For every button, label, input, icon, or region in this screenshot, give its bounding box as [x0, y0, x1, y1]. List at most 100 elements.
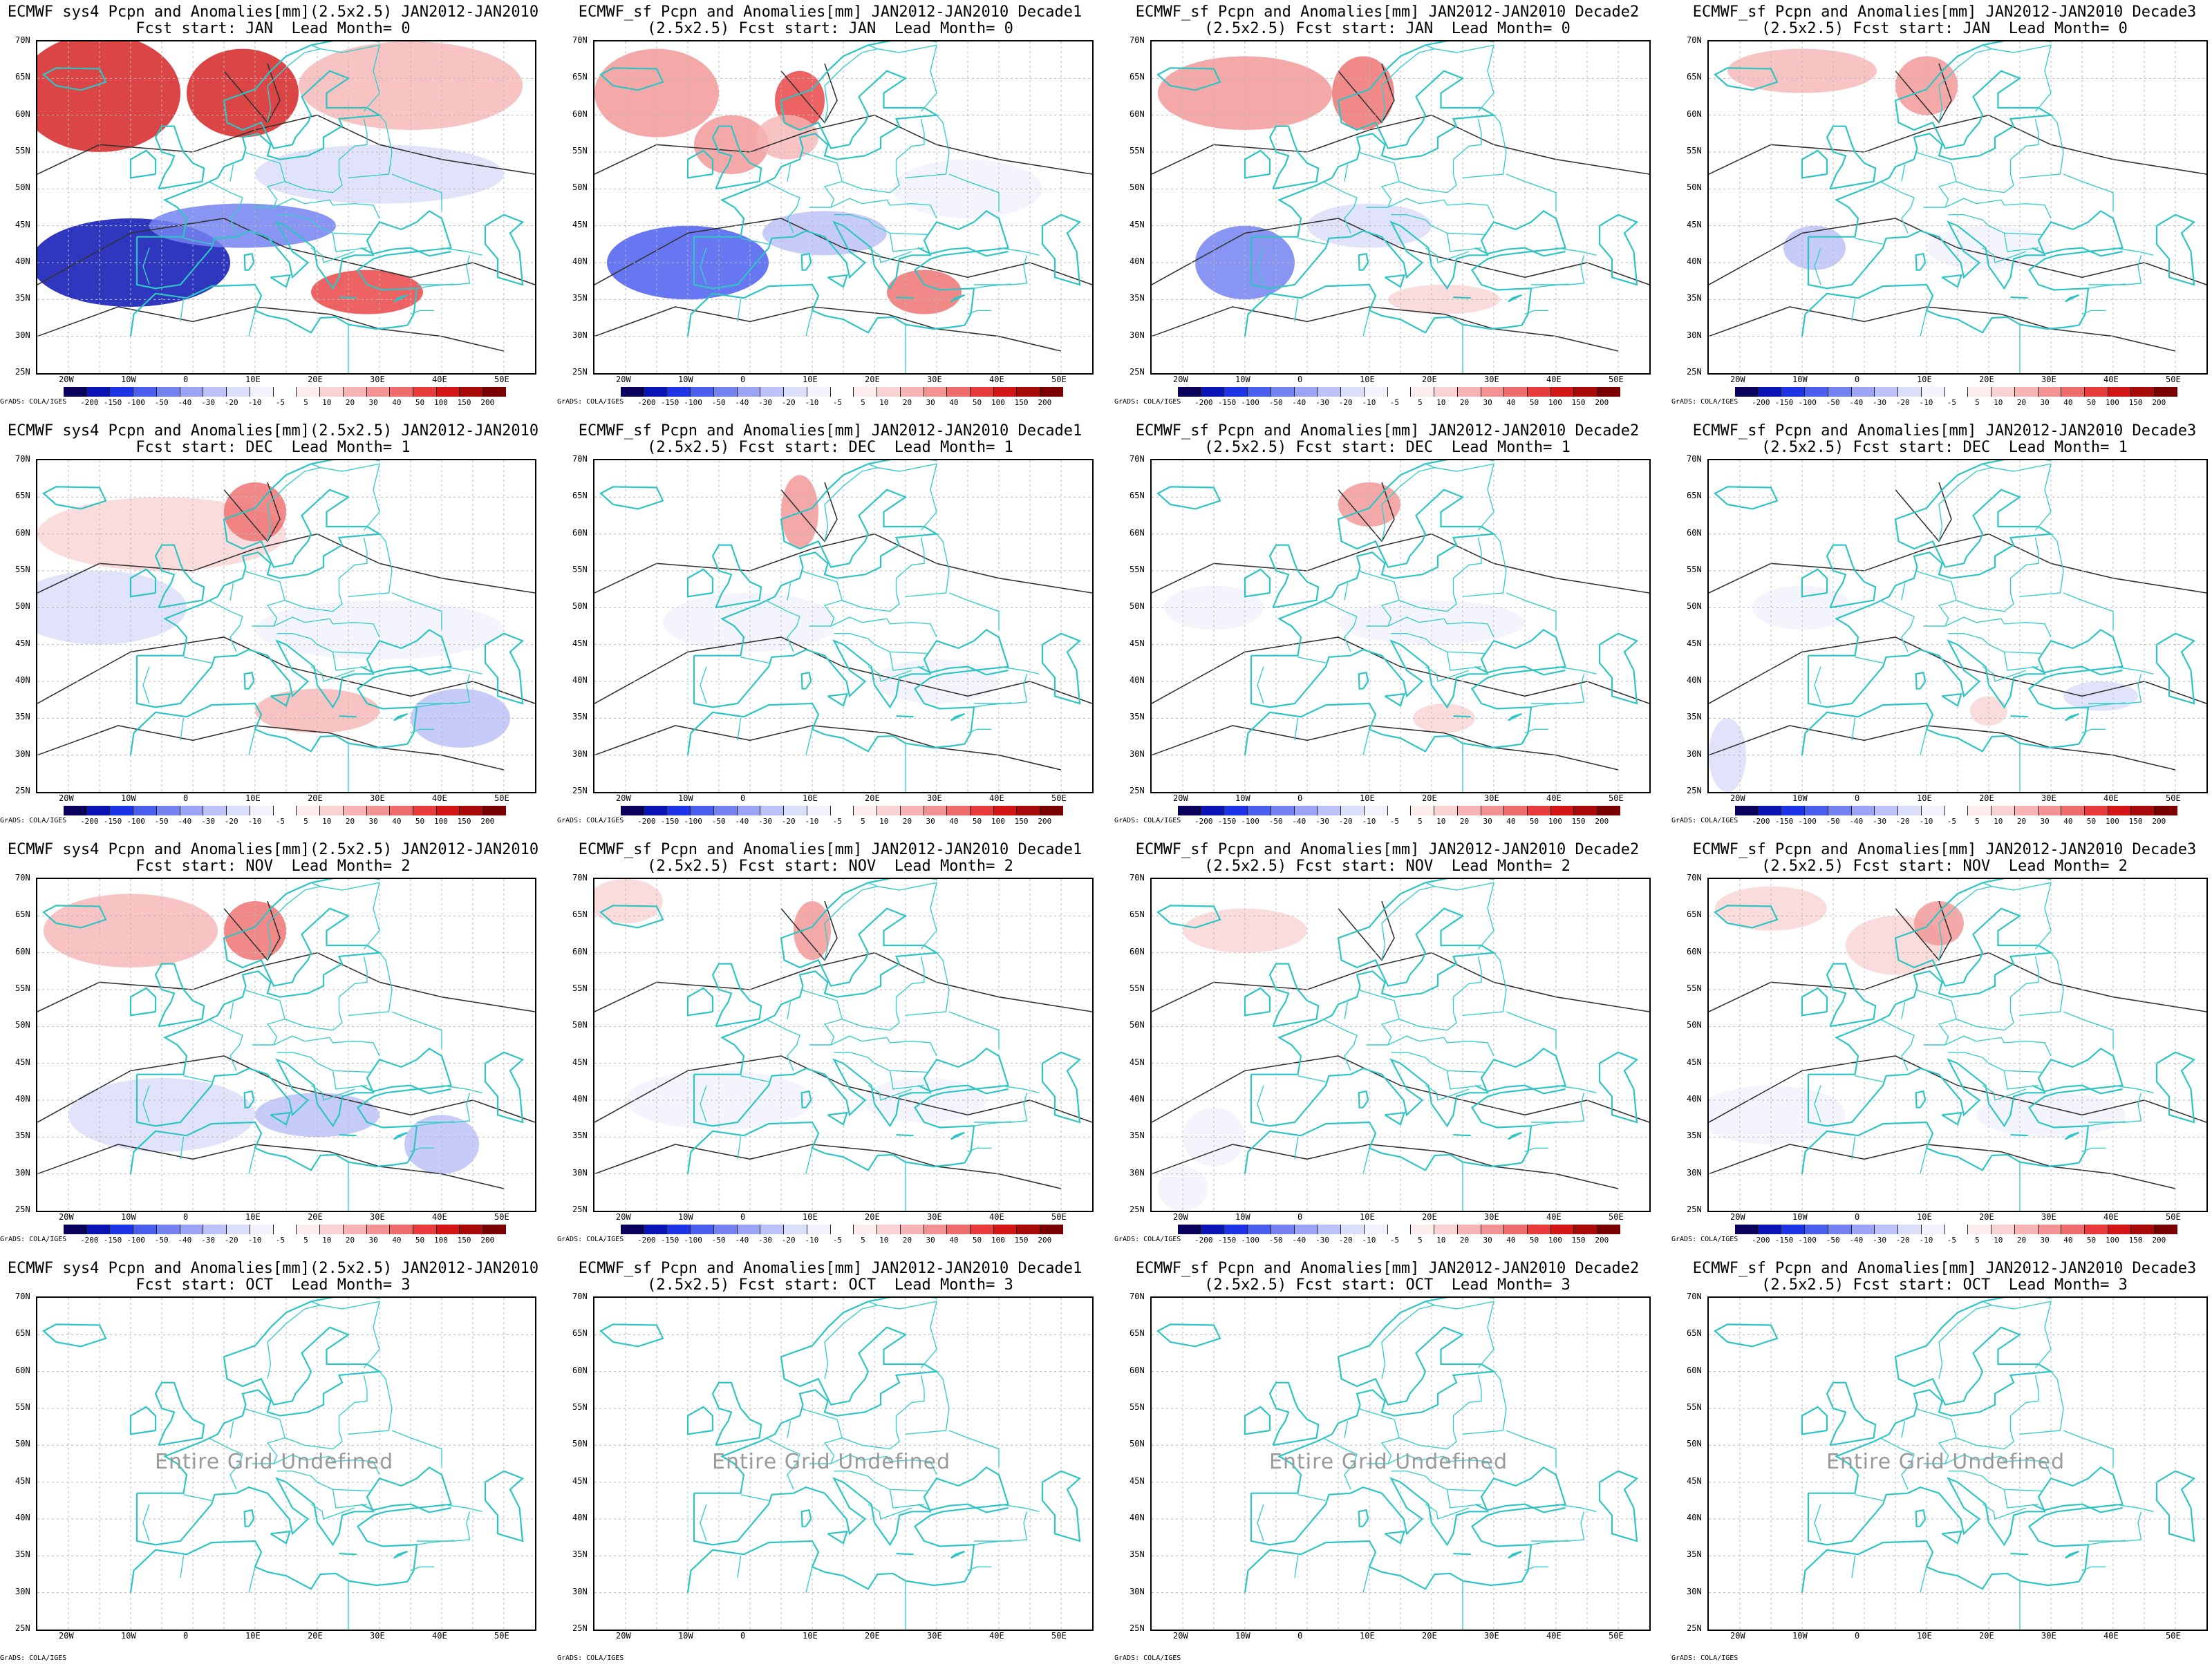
colorbar-label: 5 — [303, 398, 308, 407]
colorbar-labels: -200 -150 -100 -50 -40 -30 -20 -10 -5 5 10 20 30 40 50… — [75, 817, 494, 826]
colorbar-swatch — [784, 387, 807, 397]
country-border — [868, 1085, 912, 1101]
coastline — [950, 1131, 965, 1140]
country-border — [1982, 1301, 2052, 1368]
anomaly-shading — [68, 1078, 255, 1152]
country-border — [1391, 214, 1485, 236]
country-border — [276, 1051, 371, 1073]
latitude-label: 50N — [572, 601, 588, 612]
colorbar-label: -20 — [1338, 398, 1353, 407]
country-border — [889, 233, 925, 252]
coastline — [1474, 247, 1566, 257]
coastline — [686, 283, 965, 337]
longitude-label: 20W — [616, 793, 631, 803]
anomaly-shading — [874, 659, 999, 704]
country-border — [1555, 247, 1597, 256]
latitude-label: 60N — [572, 1365, 588, 1375]
latitude-label: 50N — [572, 182, 588, 193]
colorbar-swatch — [1550, 387, 1575, 397]
latitude-label: 65N — [15, 72, 30, 82]
coastline — [1268, 125, 1320, 190]
latitude-label: 45N — [1130, 1475, 1145, 1486]
longitude-label: 0 — [183, 375, 189, 384]
panel-title-line1: ECMWF sys4 Pcpn and Anomalies[mm](2.5x2.… — [7, 841, 539, 858]
latitude-label: 40N — [15, 256, 30, 266]
country-border — [1257, 1085, 1264, 1123]
colorbar-swatch — [64, 387, 87, 397]
latitude-label: 30N — [15, 1167, 30, 1178]
country-border — [208, 181, 243, 234]
colorbar-swatch — [1944, 806, 1969, 815]
longitude-label: 10E — [1917, 375, 1932, 384]
colorbar-labels: -200 -150 -100 -50 -40 -30 -20 -10 -5 5 10 20 30 40 50… — [1747, 1236, 2166, 1245]
coastline — [1807, 628, 2124, 745]
colorbar-swatch — [1528, 1225, 1551, 1234]
colorbar-label: -200 — [1194, 817, 1213, 826]
colorbar-swatch — [390, 1225, 414, 1234]
coastline — [1915, 252, 1927, 271]
colorbar-label: -100 — [126, 398, 145, 407]
colorbar-swatch — [1828, 806, 1852, 815]
colorbar-swatch — [854, 387, 878, 397]
latitude-label: 70N — [15, 873, 30, 882]
country-border — [2112, 1503, 2154, 1513]
latitude-label: 70N — [1130, 35, 1145, 45]
colorbar-swatch — [1991, 387, 2015, 397]
country-border — [824, 1304, 878, 1379]
longitude-label: 20W — [59, 375, 74, 384]
colorbar-label: 100 — [1548, 817, 1562, 826]
latitude-label: 70N — [572, 454, 588, 464]
coastline — [1244, 987, 1271, 1017]
colorbar-swatch — [1921, 806, 1945, 815]
colorbar-label: 200 — [1038, 398, 1052, 407]
longitude-label: 20W — [1730, 1631, 1745, 1641]
latitude-label: 25N — [572, 1205, 588, 1214]
precip-contour — [594, 1144, 1062, 1189]
coastline — [129, 1540, 408, 1593]
panel-title-line1: ECMWF_sf Pcpn and Anomalies[mm] JAN2012-… — [1692, 3, 2197, 21]
longitude-label: 20W — [1173, 1631, 1188, 1641]
colorbar-label: -40 — [735, 817, 749, 826]
coastline — [599, 486, 664, 510]
colorbar — [1178, 806, 1620, 815]
colorbar-label: -5 — [1389, 817, 1400, 826]
precip-contour — [780, 900, 838, 961]
colorbar-label: 150 — [1571, 398, 1586, 407]
latitude-label: 35N — [572, 1131, 588, 1141]
country-border — [276, 1470, 371, 1492]
coastline — [1941, 692, 1962, 707]
longitude-label: 20E — [1422, 1631, 1437, 1641]
colorbar-swatch — [900, 806, 924, 815]
map-frame — [1150, 459, 1651, 793]
colorbar-label: 150 — [2128, 1236, 2143, 1245]
coastline — [42, 905, 107, 929]
country-border — [1880, 1437, 1915, 1490]
anomaly-shading — [1709, 718, 1746, 792]
undefined-grid-message: Entire Grid Undefined — [1826, 1450, 2065, 1474]
precip-contour — [594, 952, 1092, 1012]
coastline — [1156, 1323, 1221, 1348]
country-border — [905, 115, 950, 179]
country-border — [700, 1504, 707, 1542]
map-canvas — [594, 41, 1092, 373]
coastline — [1156, 905, 1221, 929]
colorbar-label: 10 — [1436, 817, 1446, 826]
longitude-label: 40E — [2103, 793, 2119, 803]
colorbar-label: 100 — [433, 398, 448, 407]
latitude-label: 30N — [1687, 748, 1702, 759]
country-border — [1462, 1371, 1507, 1435]
country-border — [1425, 882, 1494, 950]
latitude-label: 25N — [1687, 367, 1702, 377]
country-border — [737, 1137, 742, 1160]
country-border — [348, 952, 393, 1017]
colorbar-swatch — [854, 806, 878, 815]
longitude-label: 20E — [1979, 1212, 1994, 1222]
colorbar-label: -50 — [154, 817, 169, 826]
coastline — [1358, 1090, 1369, 1108]
coastline — [1598, 632, 1639, 705]
colorbar-swatch — [830, 1225, 854, 1234]
colorbar-swatch — [1201, 806, 1225, 815]
country-border — [1530, 283, 1569, 290]
longitude-label: 0 — [1855, 1631, 1860, 1641]
colorbar-swatch — [2061, 806, 2086, 815]
